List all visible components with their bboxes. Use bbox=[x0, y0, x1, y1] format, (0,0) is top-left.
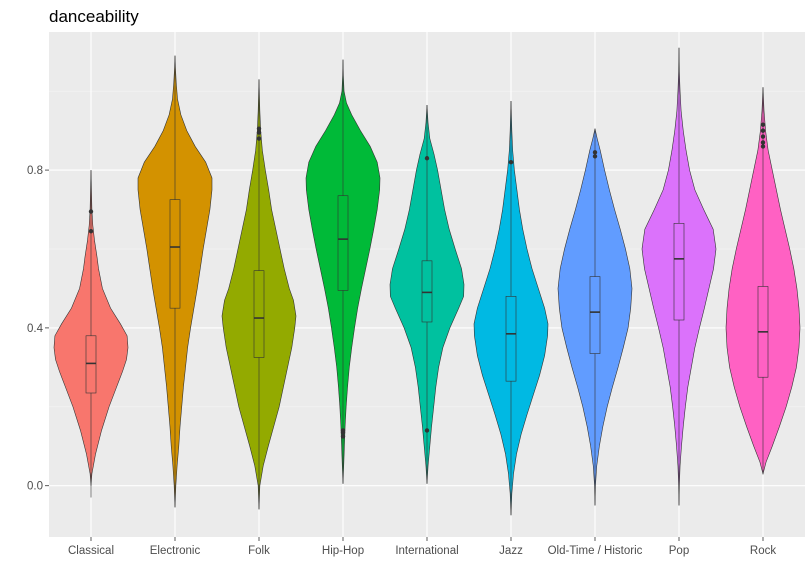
box bbox=[85, 335, 97, 394]
y-axis: 0.0 0.4 0.8 bbox=[27, 165, 49, 493]
outlier-point bbox=[424, 428, 430, 433]
box bbox=[421, 260, 433, 323]
box bbox=[673, 223, 685, 321]
outlier-point bbox=[340, 434, 346, 439]
outlier-point bbox=[256, 126, 262, 131]
outlier-point bbox=[256, 130, 262, 135]
violin-group-hip-hop bbox=[305, 59, 381, 484]
outlier-point bbox=[592, 154, 598, 159]
y-tick-label: 0.4 bbox=[27, 323, 44, 335]
x-tick-label: Old-Time / Historic bbox=[548, 545, 643, 557]
outlier-point bbox=[508, 159, 514, 165]
violin-group-jazz bbox=[473, 101, 549, 516]
chart-title: danceability bbox=[49, 7, 139, 26]
box bbox=[337, 195, 349, 291]
outlier-point bbox=[256, 136, 262, 141]
outlier-point bbox=[760, 128, 766, 133]
outlier-point bbox=[760, 134, 766, 139]
y-tick-label: 0.8 bbox=[27, 165, 43, 177]
outlier-point bbox=[592, 150, 598, 155]
violin-shape bbox=[221, 79, 297, 510]
x-tick-label: Classical bbox=[68, 545, 114, 557]
box bbox=[505, 296, 517, 382]
violin-group-international bbox=[389, 104, 465, 484]
x-tick-label: International bbox=[395, 545, 458, 557]
violin-shape bbox=[557, 128, 633, 506]
violin-group-pop bbox=[641, 47, 717, 506]
violin-group-rock bbox=[725, 87, 801, 476]
outlier-point bbox=[340, 428, 346, 433]
violin-shape bbox=[473, 101, 549, 516]
box bbox=[169, 199, 181, 309]
outlier-point bbox=[88, 229, 94, 234]
outlier-point bbox=[424, 156, 430, 161]
box bbox=[589, 276, 601, 354]
x-tick-label: Rock bbox=[750, 545, 776, 557]
x-tick-label: Folk bbox=[248, 545, 270, 557]
x-tick-label: Electronic bbox=[150, 545, 201, 557]
y-tick-label: 0.0 bbox=[27, 481, 43, 493]
violin-shape bbox=[137, 55, 213, 508]
violin-group-classical bbox=[53, 170, 129, 498]
box bbox=[253, 270, 265, 358]
violin-group-old-time-historic bbox=[557, 128, 633, 506]
x-tick-label: Pop bbox=[669, 545, 689, 557]
outlier-point bbox=[88, 209, 94, 214]
outlier-point bbox=[760, 144, 766, 149]
outlier-point bbox=[760, 140, 766, 145]
violins bbox=[53, 47, 801, 516]
outlier-point bbox=[760, 122, 766, 127]
x-tick-label: Hip-Hop bbox=[322, 545, 364, 557]
violin-group-electronic bbox=[137, 55, 213, 508]
x-tick-label: Jazz bbox=[499, 545, 523, 557]
violin-group-folk bbox=[221, 79, 297, 510]
x-axis: Classical Electronic Folk Hip-Hop Internatio… bbox=[68, 537, 776, 557]
violin-shape bbox=[641, 47, 717, 506]
